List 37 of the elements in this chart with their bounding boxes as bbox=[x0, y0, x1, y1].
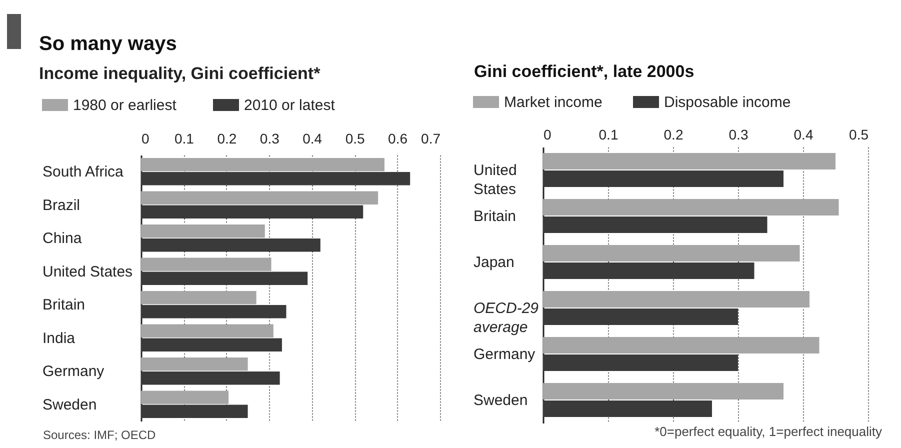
x-tick-label: 0.1 bbox=[598, 126, 618, 142]
x-tick-label: 0.2 bbox=[217, 130, 237, 146]
chart-title: So many ways bbox=[39, 33, 177, 55]
chart-title: Gini coefficient*, late 2000s bbox=[474, 62, 694, 81]
x-tick-label: 0.3 bbox=[728, 126, 748, 142]
y-tick-label: Sweden bbox=[474, 392, 528, 409]
source-note: Sources: IMF; OECD bbox=[43, 428, 156, 443]
y-tick-label: Britain bbox=[42, 296, 86, 314]
y-tick-label: Germany bbox=[474, 346, 536, 363]
legend-label: Disposable income bbox=[664, 94, 791, 111]
x-tick-label: 0 bbox=[142, 130, 150, 146]
x-tick-label: 0.3 bbox=[260, 130, 280, 146]
x-tick-label: 0.4 bbox=[794, 126, 814, 142]
y-tick-label: Germany bbox=[42, 363, 105, 380]
x-tick-label: 0 bbox=[544, 126, 552, 142]
legend-label: Market income bbox=[504, 94, 602, 111]
y-tick-label: Brazil bbox=[42, 196, 80, 214]
y-tick-label: United States bbox=[42, 263, 133, 280]
y-tick-label: United States bbox=[474, 162, 517, 198]
x-tick-label: 0.6 bbox=[388, 130, 408, 146]
y-tick-label: India bbox=[42, 330, 76, 347]
x-tick-label: 0.2 bbox=[664, 126, 684, 142]
x-tick-label: 0.1 bbox=[174, 130, 194, 146]
x-tick-label: 0.7 bbox=[421, 130, 441, 146]
x-tick-label: 0.5 bbox=[849, 126, 869, 142]
y-tick-label: South Africa bbox=[42, 164, 124, 181]
chart-subtitle: Income inequality, Gini coefficient* bbox=[39, 64, 321, 83]
y-tick-label: Britain bbox=[474, 208, 516, 225]
x-tick-label: 0.4 bbox=[302, 130, 322, 146]
y-tick-label: OECD-29 average bbox=[474, 300, 540, 336]
y-tick-label: Sweden bbox=[42, 396, 97, 414]
x-tick-label: 0.5 bbox=[345, 130, 366, 146]
y-tick-label: China bbox=[42, 230, 82, 248]
text: *0=perfect equality, 1=perfect inequality bbox=[654, 424, 882, 440]
legend-label: 2010 or latest bbox=[244, 97, 336, 114]
y-tick-label: Japan bbox=[474, 254, 514, 271]
legend-label: 1980 or earliest bbox=[73, 97, 178, 114]
